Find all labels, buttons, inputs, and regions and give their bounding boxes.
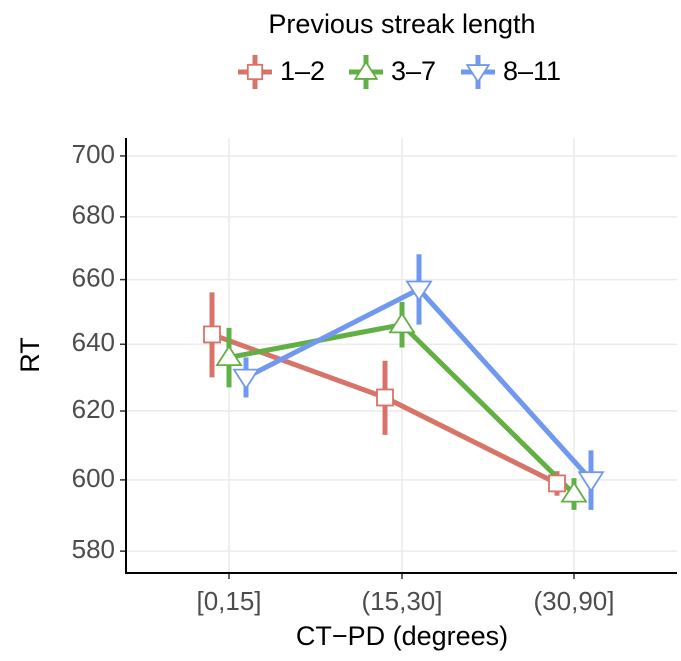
y-tick-label: 700 bbox=[72, 139, 115, 169]
y-tick-label: 680 bbox=[72, 200, 115, 230]
x-axis-title: CT−PD (degrees) bbox=[296, 621, 508, 651]
legend-label: 3–7 bbox=[391, 56, 436, 86]
marker bbox=[203, 325, 221, 344]
legend-label: 1–2 bbox=[280, 56, 325, 86]
y-tick-label: 600 bbox=[72, 463, 115, 493]
legend-key-marker bbox=[353, 60, 379, 80]
y-axis-title: RT bbox=[15, 337, 45, 373]
legend-key-marker bbox=[246, 63, 264, 81]
marker bbox=[577, 471, 605, 493]
legend-key-marker bbox=[465, 64, 491, 84]
marker bbox=[388, 311, 416, 334]
y-tick-label: 660 bbox=[72, 262, 115, 292]
legend-title: Previous streak length bbox=[268, 9, 535, 39]
x-tick-label: [0,15] bbox=[196, 586, 261, 616]
y-tick-label: 620 bbox=[72, 394, 115, 424]
legend-label: 8–11 bbox=[503, 56, 561, 86]
y-tick-label: 640 bbox=[72, 327, 115, 357]
marker bbox=[548, 474, 566, 493]
marker bbox=[560, 481, 588, 503]
x-tick-label: (15,30] bbox=[362, 586, 443, 616]
y-tick-label: 580 bbox=[72, 534, 115, 564]
marker bbox=[232, 368, 260, 391]
x-tick-label: (30,90] bbox=[534, 586, 615, 616]
marker bbox=[215, 344, 243, 367]
marker bbox=[376, 388, 394, 407]
marker bbox=[405, 280, 433, 302]
